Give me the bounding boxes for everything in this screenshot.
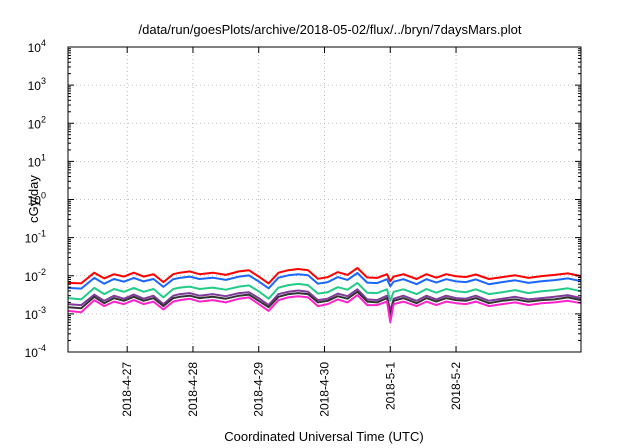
y-tick-label: 103 [28,76,46,93]
series-line-2 [67,272,582,290]
series-line-4 [67,288,582,312]
y-tick-label: 10-2 [25,267,46,284]
y-axis: 10-4 10-3 10-2 10-1 100 101 102 103 104 [25,38,581,360]
x-tick-label: 2018-5-1 [383,362,397,410]
y-tick-label: 100 [28,191,46,208]
y-tick-label: 10-3 [25,305,46,322]
y-tick-label: 10-4 [25,343,46,360]
y-axis-label: cGy/day [26,175,41,223]
grid [68,47,581,352]
x-tick-label: 2018-5-2 [449,362,463,410]
series-line-5 [67,290,582,317]
y-tick-label: 104 [28,38,46,55]
x-tick-label: 2018-4-27 [120,362,134,417]
series-lines [67,267,582,324]
series-line-6 [67,294,582,324]
x-axis: 2018-4-27 2018-4-28 2018-4-29 2018-4-30 2018… [120,47,463,417]
x-tick-label: 2018-4-28 [186,362,200,417]
x-tick-label: 2018-4-29 [252,362,266,417]
x-axis-label: Coordinated Universal Time (UTC) [224,429,423,444]
y-tick-label: 102 [28,114,46,131]
series-line-1 [67,267,582,285]
chart-title: /data/run/goesPlots/archive/2018-05-02/f… [139,22,522,37]
y-tick-label: 101 [28,152,46,169]
x-tick-label: 2018-4-30 [318,362,332,417]
series-line-3 [67,281,582,302]
y-tick-label: 10-1 [25,229,46,246]
